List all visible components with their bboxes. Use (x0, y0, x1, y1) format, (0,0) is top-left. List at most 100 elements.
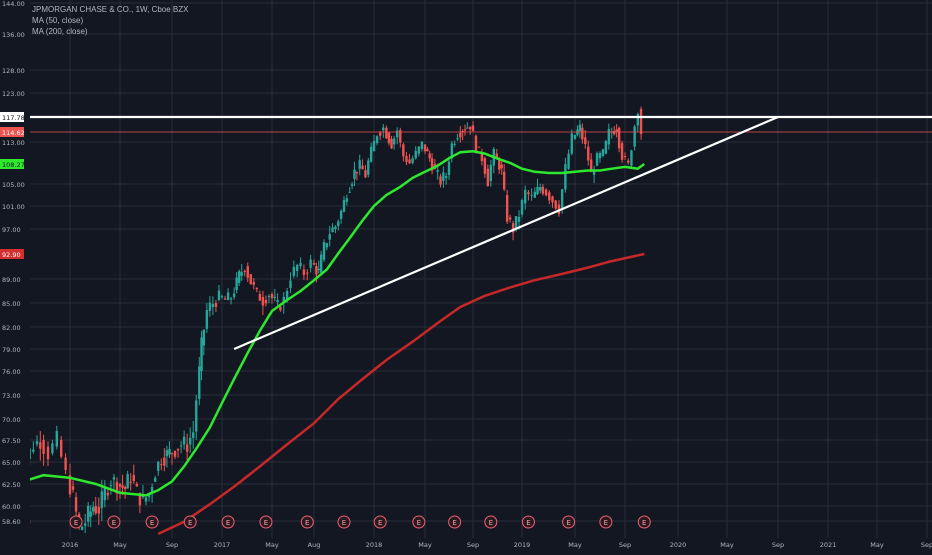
candle (80, 525, 84, 531)
candle (83, 513, 87, 534)
candle (573, 134, 577, 140)
earnings-marker-label: E (264, 519, 268, 527)
candle (94, 496, 97, 516)
candle (620, 140, 624, 163)
candle (615, 123, 618, 138)
candle-body (68, 475, 72, 495)
x-tick-label: Sep (619, 541, 631, 549)
candle-body (331, 227, 334, 233)
candle (442, 166, 445, 188)
candle-body (581, 127, 584, 140)
candle (312, 259, 316, 266)
candle-body (560, 189, 564, 209)
candle-body (533, 191, 537, 198)
candle-body (135, 484, 139, 487)
y-tick-label: 58.60 (2, 518, 21, 526)
candle (214, 299, 218, 313)
candle (289, 272, 292, 294)
earnings-marker: E (221, 515, 235, 529)
candle-body (299, 262, 302, 267)
x-axis: 2016 May Sep 2017 May Aug 2018 May Sep 2019 May Sep… (0, 538, 932, 550)
candle (444, 172, 448, 185)
earnings-marker: E (373, 515, 387, 529)
earnings-marker-label: E (642, 519, 646, 527)
price-badge: 92.90 (0, 249, 24, 259)
candle-body (395, 130, 399, 138)
y-tick-label: 79.00 (2, 346, 21, 354)
candle-body (237, 271, 241, 283)
candle-body (471, 125, 475, 132)
x-tick-label: May (418, 541, 432, 549)
candle-body (414, 150, 417, 159)
candle (581, 123, 584, 144)
candle-body (296, 264, 299, 271)
candle-body (456, 138, 459, 140)
candle-body (399, 130, 402, 143)
y-axis: 144.00 136.00 128.00 123.00 113.00 105.00 101.… (0, 0, 30, 550)
candle-body (584, 137, 587, 145)
candle-body (508, 217, 512, 220)
earnings-marker-label: E (566, 519, 570, 527)
candle-body (505, 195, 509, 222)
legend-ma50[interactable]: MA (50, close) (32, 16, 84, 25)
candle (68, 463, 72, 498)
ma200-line (157, 252, 645, 536)
candle (564, 157, 567, 193)
candle (188, 427, 192, 453)
candle-body (385, 127, 388, 139)
candle-body (350, 184, 354, 186)
candle-body (200, 337, 203, 371)
candle-body (270, 294, 274, 299)
candle (430, 153, 434, 175)
candle-body (595, 153, 599, 166)
candle (508, 214, 512, 223)
price-badge-label: 117.78 (2, 114, 25, 122)
candle-body (369, 146, 373, 162)
candle-body (229, 298, 233, 300)
candle-body (620, 143, 624, 160)
candle (135, 481, 139, 487)
candle (402, 142, 405, 162)
candle (589, 153, 593, 173)
candle-body (420, 141, 424, 149)
candle (328, 225, 331, 247)
candle-body (160, 464, 163, 466)
candle-body (302, 269, 306, 275)
candle-body (106, 492, 110, 496)
candle-body (444, 175, 448, 178)
candle (636, 112, 640, 132)
candle (414, 146, 417, 160)
candle-body (163, 457, 166, 466)
candle (267, 294, 271, 304)
candle-body (601, 149, 605, 156)
candle-body (627, 160, 630, 163)
candle (480, 148, 484, 166)
candle-body (232, 293, 236, 297)
candle-body (126, 474, 129, 489)
candle-body (334, 226, 337, 229)
legend-symbol[interactable]: JPMORGAN CHASE & CO., 1W, Cboe BZX (32, 5, 189, 14)
y-tick-label: 97.00 (2, 226, 21, 234)
candle (584, 130, 587, 149)
earnings-marker-circle (183, 515, 197, 529)
candle-body (607, 128, 611, 145)
candle-body (495, 153, 498, 158)
legend-ma200[interactable]: MA (200, close) (32, 27, 88, 36)
candle-body (570, 133, 573, 154)
candle (604, 139, 608, 155)
candle (554, 199, 557, 210)
candle (185, 433, 189, 460)
candle-body (60, 440, 63, 457)
candle-body (439, 176, 442, 185)
candle-body (514, 216, 518, 229)
candle (126, 470, 129, 489)
earnings-marker: E (412, 515, 426, 529)
candle-body (554, 200, 557, 209)
x-tick-label: May (568, 541, 582, 549)
candle (168, 441, 171, 458)
candle-body (604, 141, 608, 154)
candle-body (468, 126, 472, 130)
candle (551, 195, 554, 208)
